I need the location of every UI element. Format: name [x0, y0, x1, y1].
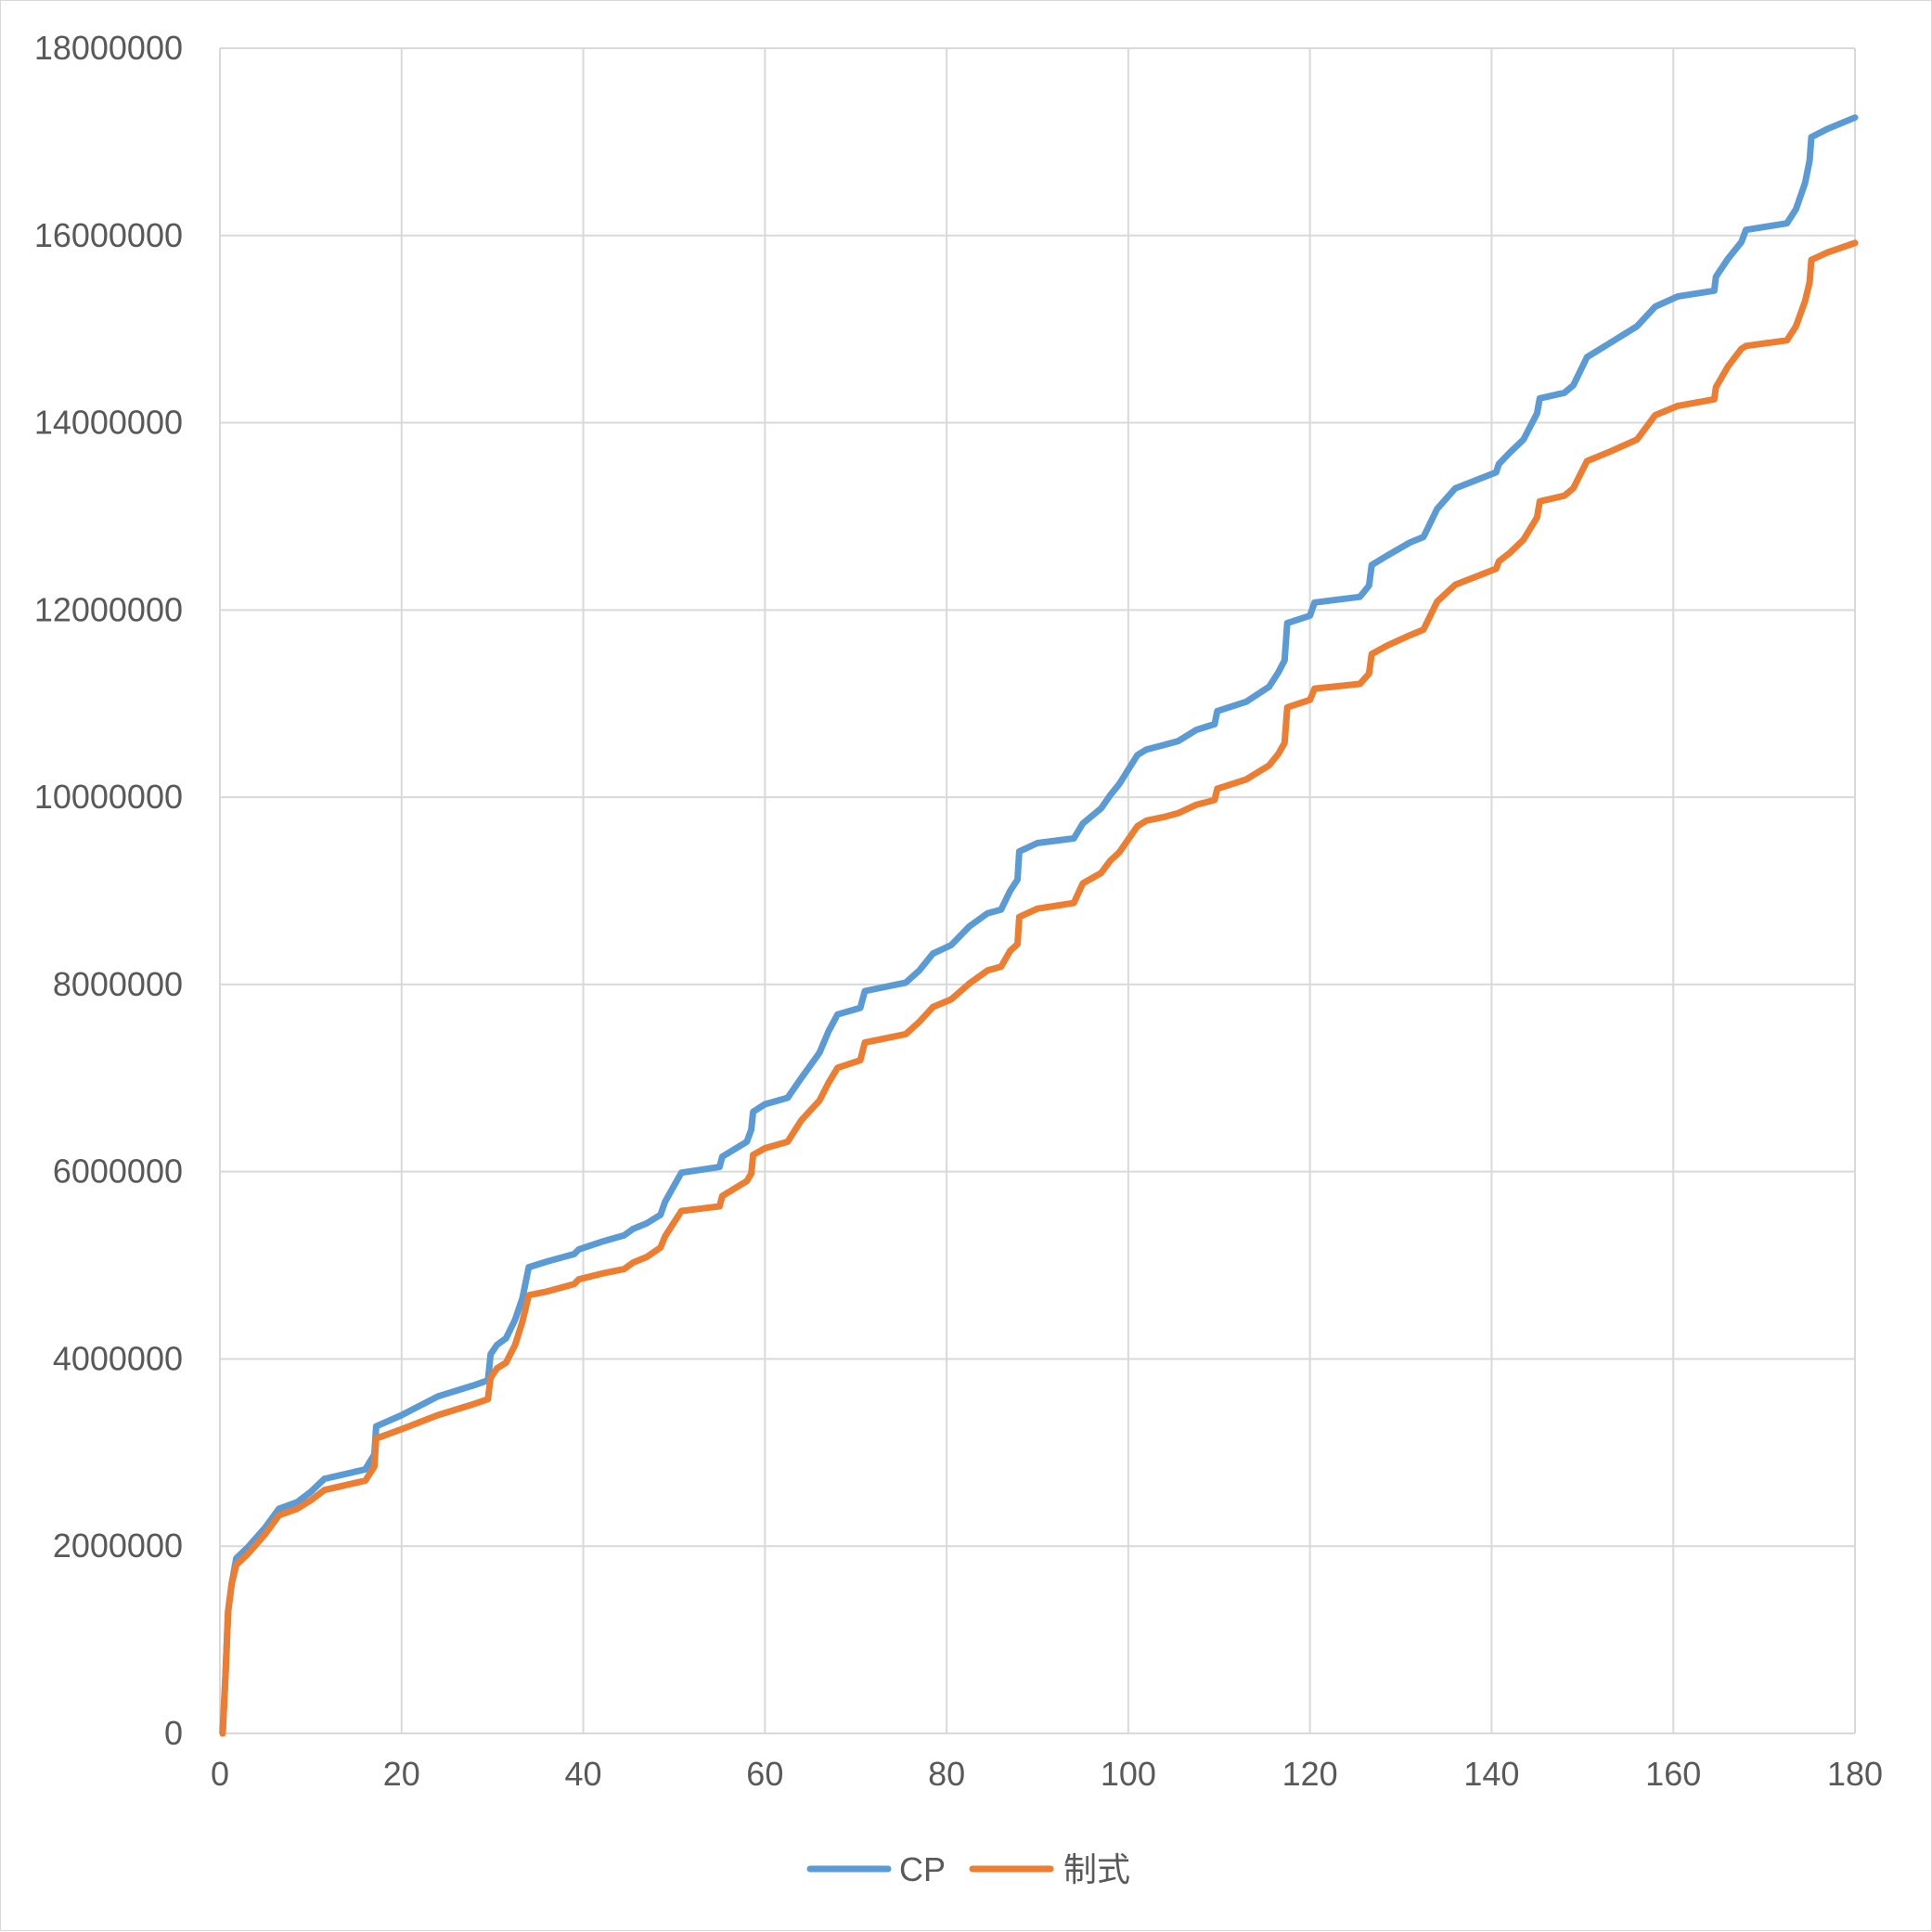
y-tick-label: 0	[164, 1714, 183, 1752]
x-tick-label: 60	[746, 1755, 783, 1793]
x-tick-label: 0	[211, 1755, 229, 1793]
x-tick-label: 80	[928, 1755, 965, 1793]
y-tick-label: 8000000	[53, 965, 183, 1003]
y-tick-label: 6000000	[53, 1153, 183, 1191]
x-tick-label: 160	[1645, 1755, 1701, 1793]
x-tick-label: 140	[1463, 1755, 1519, 1793]
y-tick-label: 16000000	[34, 216, 183, 254]
x-tick-label: 40	[565, 1755, 602, 1793]
gridlines	[219, 47, 1856, 1734]
y-tick-label: 2000000	[53, 1526, 183, 1565]
x-tick-label: 120	[1282, 1755, 1338, 1793]
y-tick-label: 10000000	[34, 778, 183, 816]
y-tick-label: 18000000	[34, 29, 183, 67]
series-line-standard	[219, 239, 1859, 1737]
y-tick-label: 14000000	[34, 404, 183, 442]
x-tick-label: 100	[1101, 1755, 1156, 1793]
legend-label: CP	[899, 1850, 946, 1888]
series-lines	[219, 114, 1859, 1737]
x-axis-tick-labels: 0 20 40 60 80 100 120 140 160 180	[211, 1755, 1883, 1793]
x-tick-label: 20	[383, 1755, 420, 1793]
legend: CP 制式	[806, 1850, 1130, 1888]
y-axis-tick-labels: 0 2000000 4000000 6000000 8000000 10000000 120…	[34, 29, 183, 1752]
series-line-cp	[219, 114, 1859, 1737]
legend-label: 制式	[1063, 1850, 1130, 1888]
y-tick-label: 12000000	[34, 590, 183, 628]
y-tick-label: 4000000	[53, 1339, 183, 1377]
x-tick-label: 180	[1827, 1755, 1883, 1793]
